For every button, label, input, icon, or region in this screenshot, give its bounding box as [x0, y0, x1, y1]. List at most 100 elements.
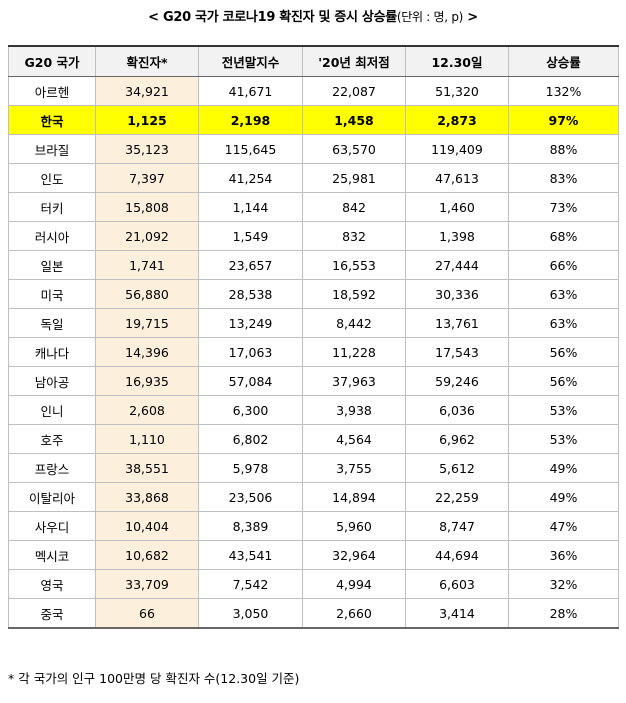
header-cell: 전년말지수: [198, 45, 303, 77]
value-cell: 132%: [508, 76, 619, 106]
value-cell: 73%: [508, 192, 619, 222]
value-cell: 1,460: [405, 192, 509, 222]
value-cell: 6,962: [405, 424, 509, 454]
value-cell: 53%: [508, 424, 619, 454]
value-cell: 44,694: [405, 540, 509, 570]
table-row: 남아공 16,935 57,084 37,963 59,246 56%: [8, 366, 619, 396]
value-cell: 13,249: [198, 308, 303, 338]
table-row: 인도 7,397 41,254 25,981 47,613 83%: [8, 163, 619, 193]
value-cell: 4,994: [302, 569, 406, 599]
value-cell: 1,125: [95, 105, 199, 135]
value-cell: 53%: [508, 395, 619, 425]
value-cell: 23,506: [198, 482, 303, 512]
value-cell: 22,259: [405, 482, 509, 512]
value-cell: 10,682: [95, 540, 199, 570]
table-row: 캐나다 14,396 17,063 11,228 17,543 56%: [8, 337, 619, 367]
value-cell: 41,671: [198, 76, 303, 106]
value-cell: 17,543: [405, 337, 509, 367]
value-cell: 115,645: [198, 134, 303, 164]
country-cell: 영국: [8, 569, 96, 599]
value-cell: 11,228: [302, 337, 406, 367]
country-cell: 사우디: [8, 511, 96, 541]
value-cell: 13,761: [405, 308, 509, 338]
table-row: 멕시코 10,682 43,541 32,964 44,694 36%: [8, 540, 619, 570]
value-cell: 49%: [508, 453, 619, 483]
value-cell: 1,398: [405, 221, 509, 251]
country-cell: 인도: [8, 163, 96, 193]
country-cell: 멕시코: [8, 540, 96, 570]
value-cell: 6,300: [198, 395, 303, 425]
value-cell: 5,960: [302, 511, 406, 541]
value-cell: 8,442: [302, 308, 406, 338]
header-row: G20 국가 확진자* 전년말지수 '20년 최저점 12.30일 상승률: [8, 45, 619, 77]
country-cell: 아르헨: [8, 76, 96, 106]
table-row: 프랑스 38,551 5,978 3,755 5,612 49%: [8, 453, 619, 483]
value-cell: 22,087: [302, 76, 406, 106]
country-cell: 브라질: [8, 134, 96, 164]
country-cell: 러시아: [8, 221, 96, 251]
value-cell: 18,592: [302, 279, 406, 309]
title-text: < G20 국가 코로나19 확진자 및 증시 상승률: [148, 10, 397, 25]
value-cell: 1,144: [198, 192, 303, 222]
value-cell: 2,873: [405, 105, 509, 135]
value-cell: 15,808: [95, 192, 199, 222]
value-cell: 35,123: [95, 134, 199, 164]
footnote: * 각 국가의 인구 100만명 당 확진자 수(12.30일 기준): [8, 671, 300, 686]
value-cell: 66%: [508, 250, 619, 280]
value-cell: 30,336: [405, 279, 509, 309]
value-cell: 33,709: [95, 569, 199, 599]
value-cell: 1,741: [95, 250, 199, 280]
value-cell: 3,414: [405, 598, 509, 629]
value-cell: 63%: [508, 308, 619, 338]
value-cell: 3,938: [302, 395, 406, 425]
value-cell: 5,612: [405, 453, 509, 483]
country-cell: 남아공: [8, 366, 96, 396]
value-cell: 1,458: [302, 105, 406, 135]
value-cell: 23,657: [198, 250, 303, 280]
table-row: 독일 19,715 13,249 8,442 13,761 63%: [8, 308, 619, 338]
value-cell: 7,397: [95, 163, 199, 193]
title: < G20 국가 코로나19 확진자 및 증시 상승률(단위 : 명, p) >: [0, 6, 626, 25]
value-cell: 2,608: [95, 395, 199, 425]
value-cell: 43,541: [198, 540, 303, 570]
value-cell: 28%: [508, 598, 619, 629]
table-body: 아르헨 34,921 41,671 22,087 51,320 132% 한국 1,125 2,…: [8, 76, 619, 629]
value-cell: 47%: [508, 511, 619, 541]
country-cell: 미국: [8, 279, 96, 309]
table-row: 호주 1,110 6,802 4,564 6,962 53%: [8, 424, 619, 454]
value-cell: 7,542: [198, 569, 303, 599]
value-cell: 25,981: [302, 163, 406, 193]
value-cell: 63%: [508, 279, 619, 309]
value-cell: 19,715: [95, 308, 199, 338]
value-cell: 88%: [508, 134, 619, 164]
table-row: 러시아 21,092 1,549 832 1,398 68%: [8, 221, 619, 251]
value-cell: 8,389: [198, 511, 303, 541]
value-cell: 36%: [508, 540, 619, 570]
country-cell: 독일: [8, 308, 96, 338]
value-cell: 14,894: [302, 482, 406, 512]
title-end: >: [463, 10, 478, 25]
value-cell: 59,246: [405, 366, 509, 396]
table-row: 중국 66 3,050 2,660 3,414 28%: [8, 598, 619, 629]
value-cell: 6,603: [405, 569, 509, 599]
value-cell: 68%: [508, 221, 619, 251]
header-cell: 12.30일: [405, 45, 509, 77]
value-cell: 16,935: [95, 366, 199, 396]
country-cell: 호주: [8, 424, 96, 454]
data-table: G20 국가 확진자* 전년말지수 '20년 최저점 12.30일 상승률 아르헨 34,9…: [8, 45, 619, 629]
title-unit: (단위 : 명, p): [396, 10, 464, 24]
value-cell: 56%: [508, 366, 619, 396]
value-cell: 83%: [508, 163, 619, 193]
table-row: 아르헨 34,921 41,671 22,087 51,320 132%: [8, 76, 619, 106]
value-cell: 6,802: [198, 424, 303, 454]
table-row: 브라질 35,123 115,645 63,570 119,409 88%: [8, 134, 619, 164]
table-row: 영국 33,709 7,542 4,994 6,603 32%: [8, 569, 619, 599]
header-cell: '20년 최저점: [302, 45, 406, 77]
table-row: 터키 15,808 1,144 842 1,460 73%: [8, 192, 619, 222]
value-cell: 842: [302, 192, 406, 222]
value-cell: 66: [95, 598, 199, 629]
value-cell: 32%: [508, 569, 619, 599]
value-cell: 57,084: [198, 366, 303, 396]
value-cell: 119,409: [405, 134, 509, 164]
